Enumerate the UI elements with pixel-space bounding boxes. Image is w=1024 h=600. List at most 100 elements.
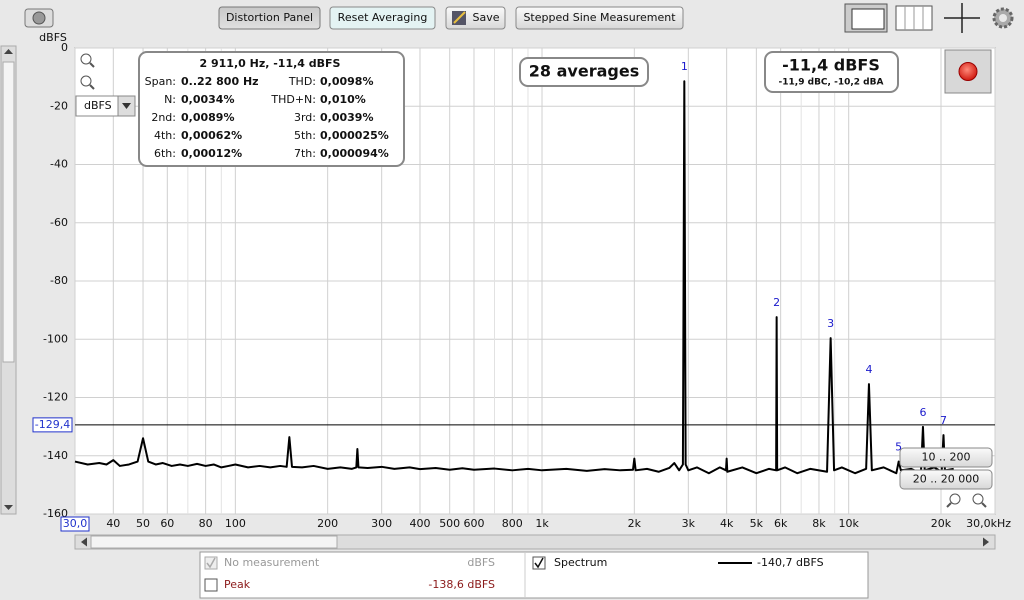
- averages-box: [519, 57, 649, 87]
- distortion-panel-button[interactable]: [218, 6, 321, 30]
- x-start-box: [60, 516, 90, 532]
- harmonic-label: 1: [681, 60, 688, 73]
- spectrum-line: [74, 80, 954, 475]
- button-label: Stepped Sine Measurement: [523, 11, 676, 24]
- range-button[interactable]: [899, 447, 993, 468]
- y-unit: dBFS: [39, 31, 67, 44]
- unit-dropdown-value: dBFS: [84, 99, 112, 112]
- y-tick-label: -40: [50, 158, 68, 171]
- cursor-label-box: [32, 417, 73, 433]
- zoom-icons[interactable]: [80, 53, 987, 508]
- info-rows: Span: 0..22 800 Hz THD: 0,0098% N: 0,0034% THD…: [145, 75, 389, 160]
- y-tick-label: -20: [50, 99, 68, 112]
- x-tick-label: 6k: [774, 517, 788, 530]
- legend-value: -140,7 dBFS: [757, 556, 824, 569]
- x-tick-label: 1k: [535, 517, 549, 530]
- y-tick-label: -100: [43, 332, 68, 345]
- info-value: 0,010%: [320, 93, 366, 106]
- harmonic-label: 5: [895, 441, 902, 454]
- info-value: 0,000094%: [320, 147, 389, 160]
- camera-icon[interactable]: [24, 8, 54, 28]
- button-label: Reset Averaging: [338, 11, 428, 24]
- x-tick-label: 800: [502, 517, 523, 530]
- x-tick-label: 40: [106, 517, 120, 530]
- x-tick-label: 20k: [931, 517, 952, 530]
- x-tick-label: 30,0kHz: [966, 517, 1011, 530]
- x-tick-label: 300: [371, 517, 392, 530]
- harmonic-label: 7: [940, 414, 947, 427]
- x-tick-label: 3k: [682, 517, 696, 530]
- toolbar: Distortion Panel Reset Averaging Save St…: [218, 6, 684, 30]
- checkbox[interactable]: [204, 556, 218, 570]
- x-tick-label: 60: [160, 517, 174, 530]
- x-tick-label: 30,0: [63, 517, 88, 530]
- stepped-sine-button[interactable]: [515, 6, 684, 30]
- info-value: 0..22 800 Hz: [181, 75, 259, 88]
- level-sub: -11,9 dBC, -10,2 dBA: [779, 78, 884, 88]
- x-tick-label: 2k: [628, 517, 642, 530]
- view-icons[interactable]: [844, 3, 1014, 33]
- x-tick-label: 5k: [750, 517, 764, 530]
- x-tick-label: 10k: [838, 517, 859, 530]
- horizontal-scrollbar[interactable]: [74, 534, 996, 550]
- info-panel: [138, 51, 405, 167]
- x-tick-label: 100: [225, 517, 246, 530]
- x-tick-label: 80: [199, 517, 213, 530]
- info-value: 0,0039%: [320, 111, 373, 124]
- legend-label: Spectrum: [554, 556, 607, 569]
- x-tick-label: 4k: [720, 517, 734, 530]
- info-value: 0,000025%: [320, 129, 389, 142]
- x-tick-label: 500: [439, 517, 460, 530]
- checkbox[interactable]: [204, 578, 218, 592]
- vertical-scrollbar[interactable]: [0, 45, 17, 515]
- legend-value: -138,6 dBFS: [428, 578, 495, 591]
- range-button[interactable]: [899, 469, 993, 490]
- info-value: 0,0034%: [181, 93, 234, 106]
- info-label: 3rd:: [294, 111, 316, 124]
- info-label: 6th:: [154, 147, 176, 160]
- info-label: Span:: [145, 75, 176, 88]
- info-label: THD:: [288, 75, 316, 88]
- harmonic-label: 3: [827, 317, 834, 330]
- harmonic-label: 4: [865, 363, 872, 376]
- cursor-label: -129,4: [35, 418, 70, 431]
- y-tick-label: -60: [50, 216, 68, 229]
- x-tick-label: 8k: [812, 517, 826, 530]
- info-label: 4th:: [154, 129, 176, 142]
- checkbox[interactable]: [532, 556, 546, 570]
- harmonic-label: 2: [773, 296, 780, 309]
- record-button[interactable]: [944, 49, 992, 94]
- harmonic-label: 6: [919, 406, 926, 419]
- info-value: 0,00012%: [181, 147, 242, 160]
- level-main: -11,4 dBFS: [782, 56, 880, 75]
- y-tick-label: -140: [43, 449, 68, 462]
- info-label: 5th:: [294, 129, 316, 142]
- x-tick-label: 200: [317, 517, 338, 530]
- y-tick-label: -80: [50, 274, 68, 287]
- info-label: 7th:: [294, 147, 316, 160]
- unit-dropdown[interactable]: dBFS: [75, 95, 136, 117]
- info-value: 0,00062%: [181, 129, 242, 142]
- reset-averaging-button[interactable]: [329, 6, 436, 30]
- info-header: 2 911,0 Hz, -11,4 dBFS: [200, 57, 341, 70]
- legend-value: dBFS: [467, 556, 495, 569]
- y-tick-label: -120: [43, 391, 68, 404]
- series: [74, 80, 995, 475]
- level-box: [764, 51, 899, 93]
- button-label: Distortion Panel: [226, 11, 313, 24]
- info-label: N:: [164, 93, 176, 106]
- button-label: Save: [472, 11, 499, 24]
- y-tick-label: 0: [61, 41, 68, 54]
- grid: [74, 47, 996, 515]
- x-tick-label: 600: [463, 517, 484, 530]
- info-value: 0,0098%: [320, 75, 373, 88]
- info-label: THD+N:: [270, 93, 316, 106]
- averages: 28 averages: [529, 62, 639, 81]
- legend-label: No measurement: [224, 556, 320, 569]
- legend-label: Peak: [224, 578, 251, 591]
- x-tick-label: 400: [409, 517, 430, 530]
- range-button-label: 10 .. 200: [922, 451, 971, 464]
- info-value: 0,0089%: [181, 111, 234, 124]
